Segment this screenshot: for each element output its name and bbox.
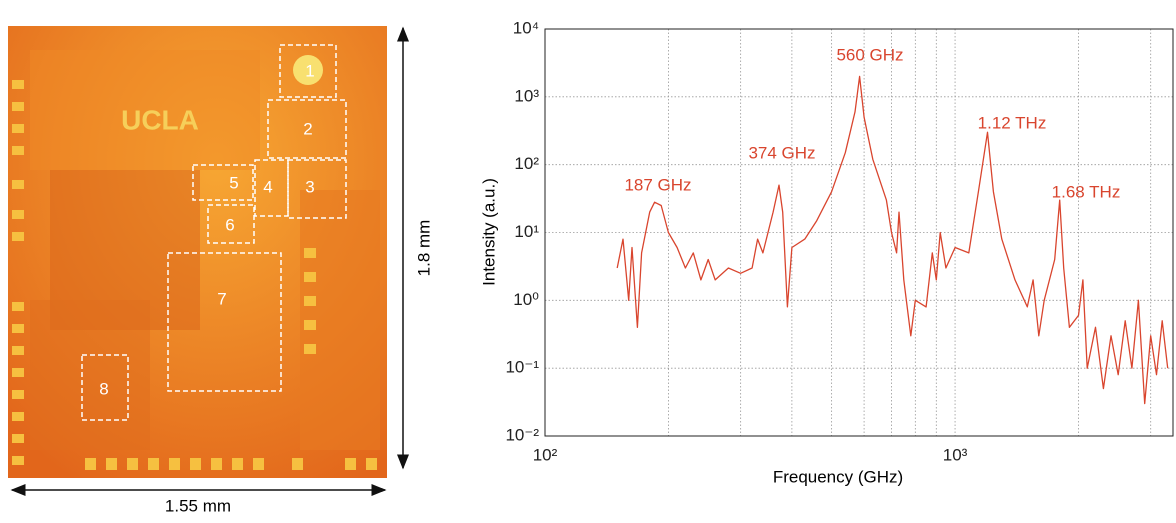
region-box <box>279 44 337 98</box>
y-tick-label: 10⁻¹ <box>505 358 539 377</box>
region-box <box>287 159 347 219</box>
logo: UCLA <box>121 104 199 135</box>
annotation: 1.12 THz <box>978 113 1047 132</box>
block <box>30 300 150 450</box>
y-tick-label: 10⁻² <box>505 425 539 444</box>
y-axis-label: Intensity (a.u.) <box>479 178 498 286</box>
x-tick-label: 10³ <box>943 445 968 464</box>
region-label: 8 <box>99 379 108 398</box>
region-label: 3 <box>305 177 314 196</box>
y-tick-label: 10² <box>514 154 539 173</box>
annotation: 374 GHz <box>748 143 815 162</box>
chip-photo: UCLA 1 2 3 4 5 6 7 8 1.55 mm 1.8 mm <box>8 26 433 515</box>
region-label: 7 <box>217 289 226 308</box>
pads <box>12 80 377 470</box>
region-box <box>192 164 254 201</box>
y-tick-label: 10⁰ <box>513 290 539 309</box>
plot-frame <box>544 28 1174 437</box>
spectrum-line <box>616 75 1169 405</box>
width-label: 1.55 mm <box>165 496 231 515</box>
annotation: 1.68 THz <box>1052 182 1121 201</box>
antenna <box>293 55 323 85</box>
block <box>30 50 260 170</box>
y-tick-label: 10³ <box>514 86 539 105</box>
annotation: 560 GHz <box>836 45 903 64</box>
region-box <box>167 252 282 392</box>
region-box <box>267 99 347 159</box>
y-tick-label: 10¹ <box>514 222 539 241</box>
region-label: 4 <box>263 177 272 196</box>
region-label: 2 <box>303 119 312 138</box>
chart: Intensity (a.u.) Frequency (GHz) 187 GHz… <box>479 18 1174 486</box>
region-label: 5 <box>229 173 238 192</box>
height-label: 1.8 mm <box>414 220 433 277</box>
y-tick-label: 10⁴ <box>513 18 539 37</box>
x-axis-label: Frequency (GHz) <box>773 467 903 486</box>
region-label: 1 <box>305 61 314 80</box>
region-box <box>207 204 255 244</box>
region-box <box>254 159 289 217</box>
region-label: 6 <box>225 215 234 234</box>
x-tick-label: 10² <box>533 445 558 464</box>
annotation: 187 GHz <box>624 175 691 194</box>
